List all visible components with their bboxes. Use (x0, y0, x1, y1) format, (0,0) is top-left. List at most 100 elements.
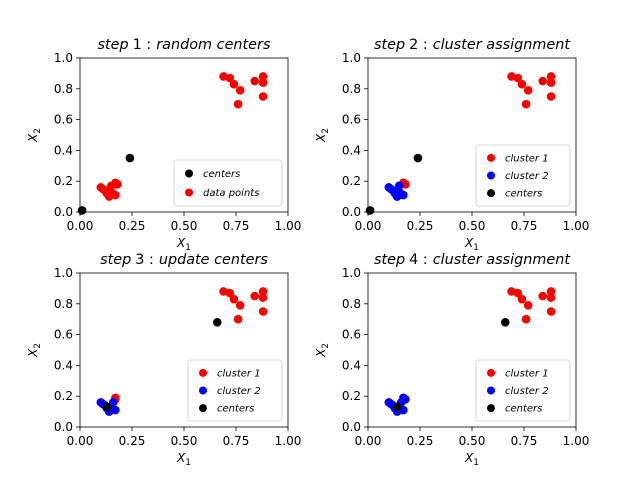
data-point (225, 73, 235, 83)
plot-frame (79, 272, 289, 428)
subplot-3: step 3 : update centers 0.00 0.25 0.50 0.75 1.0… (26, 252, 301, 468)
data-point (233, 99, 243, 109)
y-tick-label: 1.0 (342, 266, 361, 280)
series-data-points (96, 72, 268, 201)
data-point (513, 73, 523, 83)
data-point (365, 206, 375, 215)
title-word: step (374, 37, 405, 53)
y-tick-label: 1.0 (54, 266, 73, 280)
data-point (399, 190, 408, 200)
plot-title: step 4 : cluster assignment (374, 252, 571, 268)
data-point (250, 291, 260, 301)
x-tick-label: 0.00 (355, 434, 382, 448)
x-axis-label-main: X (464, 451, 474, 465)
x-axis-label-main: X (176, 451, 186, 465)
legend-marker (199, 368, 207, 377)
x-tick-label: 0.50 (171, 434, 198, 448)
y-tick-label: 0.2 (54, 174, 73, 188)
y-tick-label: 0.8 (342, 82, 361, 96)
title-text: cluster assignment (433, 37, 572, 53)
data-point (111, 190, 120, 200)
legend-marker (199, 404, 207, 413)
x-tick-label: 0.00 (67, 434, 94, 448)
x-tick-label: 0.00 (67, 219, 94, 233)
legend-label: centers (217, 404, 254, 415)
y-axis-label: X2 (26, 343, 43, 358)
y-axis-label-main: X (26, 133, 40, 143)
y-tick-label: 0.2 (54, 389, 73, 403)
y-axis-label: X2 (314, 128, 331, 143)
y-tick-label: 0.4 (54, 358, 73, 372)
title-text: update centers (159, 252, 269, 268)
x-tick-label: 1.00 (563, 219, 590, 233)
x-tick-label: 0.25 (407, 434, 434, 448)
legend-box (475, 144, 571, 207)
legend-marker (487, 368, 495, 377)
plot-title: step 2 : cluster assignment (374, 37, 571, 53)
data-point (229, 294, 239, 304)
x-axis-label-sub: 1 (185, 458, 191, 468)
x-tick-label: 1.00 (275, 219, 302, 233)
x-axis-label: X1 (464, 451, 479, 468)
x-axis-label: X1 (464, 236, 479, 253)
x-axis-label-sub: 1 (473, 243, 479, 253)
title-word: step (100, 252, 131, 268)
data-point (102, 402, 112, 412)
data-point (250, 76, 260, 86)
title-text: random centers (156, 37, 271, 53)
data-point (546, 293, 556, 302)
y-tick-label: 1.0 (54, 51, 73, 65)
y-tick-label: 0.4 (342, 143, 361, 157)
series-cluster-1 (507, 287, 556, 324)
x-axis-label-main: X (464, 236, 474, 250)
legend: cluster 1 cluster 2 centers (475, 144, 571, 207)
data-point (235, 86, 245, 95)
legend-box (173, 159, 283, 207)
data-point (513, 288, 523, 298)
x-tick-label: 0.75 (511, 219, 538, 233)
legend-label: cluster 1 (217, 368, 261, 379)
legend-marker (487, 404, 495, 413)
legend-marker (199, 386, 207, 395)
x-tick-label: 0.75 (223, 434, 250, 448)
y-axis-label-main: X (314, 348, 328, 358)
y-axis-label-main: X (314, 133, 328, 143)
legend-marker (487, 153, 495, 162)
subplot-4: step 4 : cluster assignment 0.00 0.25 0.50 0.7… (314, 252, 589, 468)
y-tick-label: 0.6 (54, 328, 73, 342)
x-tick-label: 0.25 (119, 219, 146, 233)
y-tick-label: 0.8 (342, 297, 361, 311)
legend-label: cluster 2 (505, 386, 549, 397)
y-tick-label: 0.2 (342, 389, 361, 403)
data-point (225, 288, 235, 298)
title-word: step (374, 252, 405, 268)
y-tick-label: 0.0 (54, 420, 73, 434)
y-axis-label-sub: 2 (321, 128, 331, 134)
y-tick-label: 0.4 (54, 143, 73, 157)
data-point (546, 307, 556, 316)
data-point (538, 76, 548, 86)
x-tick-label: 0.50 (459, 219, 486, 233)
plot-frame (367, 272, 577, 428)
legend: cluster 1 cluster 2 centers (475, 359, 571, 422)
data-point (523, 86, 533, 95)
subplot-1: step 1 : random centers 0.00 0.25 0.50 0.75 1.0… (26, 37, 301, 253)
x-tick-label: 0.75 (511, 434, 538, 448)
data-point (523, 301, 533, 310)
data-point (258, 293, 268, 302)
y-tick-label: 0.4 (342, 358, 361, 372)
data-point (401, 394, 410, 404)
plot-title: step 3 : update centers (100, 252, 268, 268)
data-point (517, 294, 527, 304)
legend: centers data points (173, 159, 283, 207)
x-tick-label: 0.25 (407, 219, 434, 233)
data-point (258, 307, 268, 316)
data-point (517, 79, 527, 89)
data-point (229, 79, 239, 89)
y-tick-label: 0.0 (54, 205, 73, 219)
series-centers (102, 317, 222, 412)
y-axis-label-main: X (26, 348, 40, 358)
data-point (111, 405, 120, 415)
title-step: 4 : (409, 252, 428, 268)
